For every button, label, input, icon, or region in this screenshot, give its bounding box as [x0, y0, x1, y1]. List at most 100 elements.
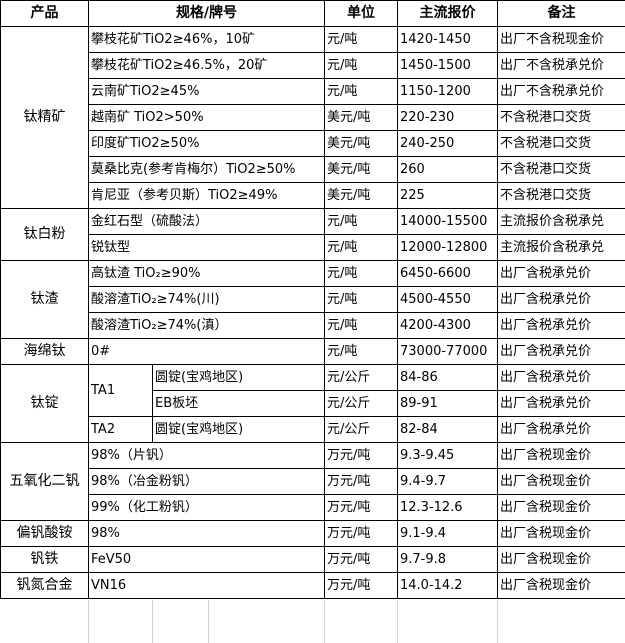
header-spec: 规格/牌号 — [88, 0, 325, 27]
unit-cell: 美元/吨 — [324, 130, 398, 157]
price-cell: 9.7-9.8 — [397, 546, 498, 573]
header-note: 备注 — [497, 0, 625, 27]
gridline — [208, 600, 209, 643]
spec-cell: VN16 — [88, 572, 325, 599]
unit-cell: 元/吨 — [324, 312, 398, 339]
note-cell: 出厂不含税承兑价 — [497, 52, 625, 79]
table-row: 越南矿 TiO2>50% 美元/吨 220-230 不含税港口交货 — [1, 104, 625, 131]
product-cell: 钛渣 — [0, 260, 89, 339]
spec-cell: 印度矿TiO2≥50% — [88, 130, 325, 157]
note-cell: 出厂含税现金价 — [497, 468, 625, 495]
spec-cell: 酸溶渣TiO₂≥74%(川) — [88, 286, 325, 313]
note-cell: 主流报价含税承兑 — [497, 208, 625, 235]
table-row: 莫桑比克(参考肯梅尔）TiO2≥50% 美元/吨 260 不含税港口交货 — [1, 156, 625, 183]
spec-cell: 莫桑比克(参考肯梅尔）TiO2≥50% — [88, 156, 325, 183]
price-cell: 9.4-9.7 — [397, 468, 498, 495]
table-row: 酸溶渣TiO₂≥74%(滇） 元/吨 4200-4300 出厂含税承兑价 — [1, 312, 625, 339]
product-cell: 钛白粉 — [0, 208, 89, 261]
header-price: 主流报价 — [397, 0, 498, 27]
spec-cell: 肯尼亚（参考贝斯）TiO2≥49% — [88, 182, 325, 209]
price-table: 产品 规格/牌号 单位 主流报价 备注 钛精矿 攀枝花矿TiO2≥46%，10矿元… — [0, 0, 625, 599]
unit-cell: 万元/吨 — [324, 520, 398, 547]
gridline — [397, 600, 398, 643]
unit-cell: 元/吨 — [324, 260, 398, 287]
note-cell: 不含税港口交货 — [497, 182, 625, 209]
price-cell: 1420-1450 — [397, 26, 498, 53]
note-cell: 出厂含税现金价 — [497, 572, 625, 599]
table-row: 攀枝花矿TiO2≥46.5%，20矿 元/吨 1450-1500 出厂不含税承兑价 — [1, 52, 625, 79]
table-row: TA2 圆锭(宝鸡地区) 元/公斤 82-84 出厂含税承兑价 — [1, 416, 625, 443]
header-unit: 单位 — [324, 0, 398, 27]
table-body: 钛精矿 攀枝花矿TiO2≥46%，10矿 元/吨 1420-1450 出厂不含税现金价攀… — [0, 26, 625, 599]
table-row: EB板坯 元/公斤 89-91 出厂含税承兑价 — [1, 390, 625, 417]
spec-cell: 锐钛型 — [88, 234, 325, 261]
spec-cell: EB板坯 — [152, 390, 325, 417]
price-cell: 220-230 — [397, 104, 498, 131]
price-cell: 4500-4550 — [397, 286, 498, 313]
table-row: 云南矿TiO2≥45% 元/吨 1150-1200 出厂不含税承兑价 — [1, 78, 625, 105]
unit-cell: 美元/吨 — [324, 182, 398, 209]
note-cell: 出厂含税现金价 — [497, 494, 625, 521]
unit-cell: 万元/吨 — [324, 572, 398, 599]
unit-cell: 元/吨 — [324, 286, 398, 313]
table-row: 钒氮合金 VN16 万元/吨 14.0-14.2 出厂含税现金价 — [0, 572, 625, 599]
price-cell: 1150-1200 — [397, 78, 498, 105]
gridline — [152, 600, 153, 643]
note-cell: 出厂含税承兑价 — [497, 338, 625, 365]
spec-cell: 98% — [88, 520, 325, 547]
spec-cell: 98%（冶金粉钒） — [88, 468, 325, 495]
price-cell: 84-86 — [397, 364, 498, 391]
table-row: 印度矿TiO2≥50% 美元/吨 240-250 不含税港口交货 — [1, 130, 625, 157]
spec-cell: 98%（片钒） — [88, 442, 325, 469]
table-row: 钛锭 TA1 圆锭(宝鸡地区) 元/公斤 84-86 出厂含税承兑价 — [0, 364, 625, 443]
product-cell: 钛精矿 — [0, 26, 89, 209]
spec-cell: 高钛渣 TiO₂≥90% — [88, 260, 325, 287]
unit-cell: 元/吨 — [324, 338, 398, 365]
price-cell: 89-91 — [397, 390, 498, 417]
price-cell: 73000-77000 — [397, 338, 498, 365]
unit-cell: 元/公斤 — [324, 390, 398, 417]
table-row: 偏钒酸铵 98% 万元/吨 9.1-9.4 出厂含税现金价 — [0, 520, 625, 547]
unit-cell: 元/公斤 — [324, 364, 398, 391]
gridline — [88, 600, 89, 643]
table-row: 海绵钛 0# 元/吨 73000-77000 出厂含税承兑价 — [0, 338, 625, 365]
table-row: 99%（化工粉钒） 万元/吨 12.3-12.6 出厂含税现金价 — [1, 494, 625, 521]
price-cell: 12.3-12.6 — [397, 494, 498, 521]
note-cell: 出厂不含税现金价 — [497, 26, 625, 53]
note-cell: 出厂含税现金价 — [497, 442, 625, 469]
unit-cell: 美元/吨 — [324, 104, 398, 131]
price-cell: 82-84 — [397, 416, 498, 443]
unit-cell: 元/吨 — [324, 78, 398, 105]
empty-grid-area — [0, 600, 625, 643]
product-cell: 偏钒酸铵 — [0, 520, 89, 547]
unit-cell: 元/吨 — [324, 26, 398, 53]
unit-cell: 元/吨 — [324, 234, 398, 261]
table-row: 酸溶渣TiO₂≥74%(川) 元/吨 4500-4550 出厂含税承兑价 — [1, 286, 625, 313]
note-cell: 不含税港口交货 — [497, 130, 625, 157]
note-cell: 出厂含税现金价 — [497, 546, 625, 573]
note-cell: 出厂含税承兑价 — [497, 364, 625, 391]
note-cell: 出厂不含税承兑价 — [497, 78, 625, 105]
table-row: 钛渣 高钛渣 TiO₂≥90% 元/吨 6450-6600 出厂含税承兑价 — [0, 260, 625, 339]
table-row: 五氧化二钒 98%（片钒） 万元/吨 9.3-9.45 出厂含税现金价 — [0, 442, 625, 521]
note-cell: 出厂含税承兑价 — [497, 390, 625, 417]
unit-cell: 美元/吨 — [324, 156, 398, 183]
product-cell: 海绵钛 — [0, 338, 89, 365]
unit-cell: 元/吨 — [324, 208, 398, 235]
price-cell: 4200-4300 — [397, 312, 498, 339]
spec-cell: 攀枝花矿TiO2≥46.5%，20矿 — [88, 52, 325, 79]
note-cell: 出厂含税现金价 — [497, 520, 625, 547]
price-cell: 12000-12800 — [397, 234, 498, 261]
spec-cell: 圆锭(宝鸡地区) — [152, 416, 325, 443]
product-cell: 钒铁 — [0, 546, 89, 573]
unit-cell: 万元/吨 — [324, 494, 398, 521]
unit-cell: 万元/吨 — [324, 546, 398, 573]
price-cell: 1450-1500 — [397, 52, 498, 79]
unit-cell: 万元/吨 — [324, 442, 398, 469]
price-cell: 14000-15500 — [397, 208, 498, 235]
table-row: 钒铁 FeV50 万元/吨 9.7-9.8 出厂含税现金价 — [0, 546, 625, 573]
spec-cell: 99%（化工粉钒） — [88, 494, 325, 521]
table-row: 肯尼亚（参考贝斯）TiO2≥49% 美元/吨 225 不含税港口交货 — [1, 182, 625, 209]
note-cell: 出厂含税承兑价 — [497, 416, 625, 443]
spec-cell: 圆锭(宝鸡地区) — [152, 364, 325, 391]
